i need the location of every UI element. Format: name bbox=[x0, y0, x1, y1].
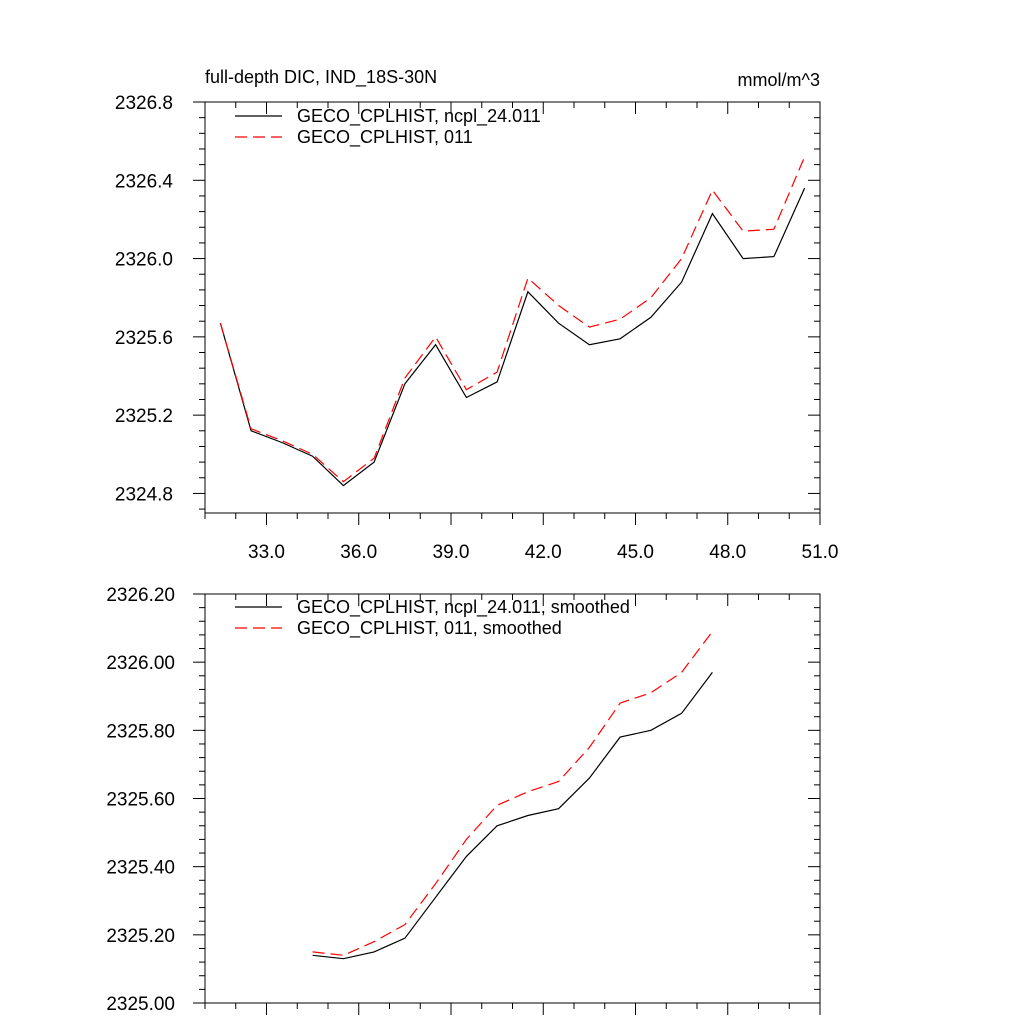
x-tick-label: 39.0 bbox=[433, 542, 470, 563]
y-tick-label: 2325.2 bbox=[115, 406, 173, 427]
x-tick-label: 33.0 bbox=[248, 542, 285, 563]
y-tick-label: 2326.8 bbox=[115, 93, 173, 114]
legend-label: GECO_CPLHIST, ncpl_24.011 bbox=[297, 106, 541, 127]
x-tick-label: 42.0 bbox=[525, 542, 562, 563]
y-tick-label: 2326.4 bbox=[115, 171, 174, 192]
units-label: mmol/m^3 bbox=[738, 70, 820, 90]
y-tick-label: 2325.40 bbox=[106, 858, 175, 879]
x-tick-label: 36.0 bbox=[340, 542, 377, 563]
series-line-1 bbox=[312, 672, 713, 960]
y-tick-label: 2326.00 bbox=[106, 653, 175, 674]
y-tick-label: 2325.80 bbox=[106, 721, 175, 742]
top-plot-panel: 33.0 36.0 39.0 42.0 45.0 48.0 51.0 2324.8 2325.2… bbox=[115, 93, 839, 563]
legend-label: GECO_CPLHIST, 011 bbox=[297, 127, 473, 148]
y-tick-label: 2325.60 bbox=[106, 790, 175, 811]
plot-frame bbox=[204, 593, 821, 1004]
plot-frame bbox=[204, 101, 821, 514]
legend: GECO_CPLHIST, ncpl_24.011, smoothedGECO_… bbox=[235, 597, 630, 639]
y-tick-label: 2326.0 bbox=[115, 250, 173, 271]
bottom-plot-panel: 2325.00 2325.20 2325.40 2325.60 2325.80 2326.… bbox=[106, 585, 821, 1015]
x-tick-label: 51.0 bbox=[802, 542, 839, 563]
legend-label: GECO_CPLHIST, 011, smoothed bbox=[297, 618, 562, 639]
y-tick-label: 2326.20 bbox=[106, 585, 175, 606]
chart-title: full-depth DIC, IND_18S-30N bbox=[205, 67, 437, 88]
y-tick-label: 2325.6 bbox=[115, 328, 173, 349]
legend-label: GECO_CPLHIST, ncpl_24.011, smoothed bbox=[297, 597, 630, 618]
y-tick-label: 2325.20 bbox=[106, 926, 175, 947]
series-line-2 bbox=[219, 156, 806, 483]
x-tick-label: 45.0 bbox=[617, 542, 654, 563]
y-tick-label: 2325.00 bbox=[106, 994, 175, 1015]
series-line-2 bbox=[312, 631, 713, 956]
x-tick-label: 48.0 bbox=[709, 542, 746, 563]
series-line-1 bbox=[219, 187, 806, 487]
y-tick-label: 2324.8 bbox=[115, 484, 173, 505]
